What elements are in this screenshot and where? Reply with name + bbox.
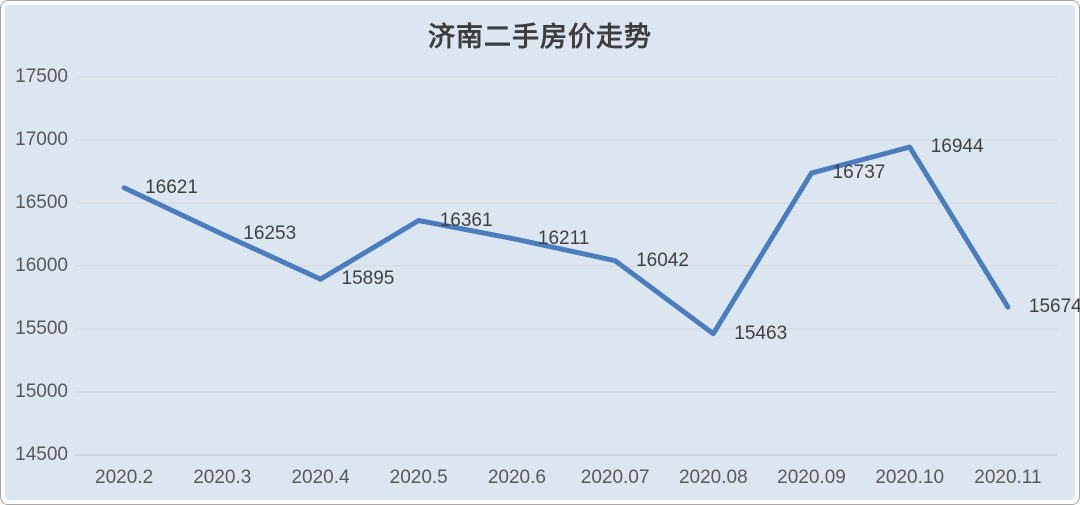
data-point-label: 15463 xyxy=(734,322,788,344)
x-tick-label: 2020.4 xyxy=(291,467,350,488)
x-tick-label: 2020.11 xyxy=(974,467,1042,488)
data-point-label: 16253 xyxy=(243,223,297,245)
data-point-label: 16737 xyxy=(832,162,886,184)
x-tick-label: 2020.07 xyxy=(580,467,650,488)
chart-title: 济南二手房价走势 xyxy=(428,22,652,53)
data-point-label: 16361 xyxy=(439,209,493,231)
data-point-label: 16944 xyxy=(930,136,984,158)
data-point-label: 15895 xyxy=(341,268,395,290)
y-tick-label: 14500 xyxy=(15,444,68,465)
y-tick-label: 15500 xyxy=(15,318,68,339)
y-tick-label: 15000 xyxy=(15,381,68,402)
y-tick-label: 16000 xyxy=(15,255,68,276)
data-point-label: 16211 xyxy=(537,228,590,250)
x-tick-label: 2020.6 xyxy=(487,467,546,488)
x-tick-label: 2020.2 xyxy=(95,467,154,488)
data-point-label: 16621 xyxy=(145,176,198,198)
x-tick-label: 2020.10 xyxy=(875,467,945,488)
plot-background xyxy=(5,5,1075,500)
x-tick-label: 2020.09 xyxy=(777,467,846,488)
y-tick-label: 17500 xyxy=(15,66,68,87)
x-tick-label: 2020.3 xyxy=(193,467,252,488)
y-tick-label: 16500 xyxy=(15,192,68,213)
x-tick-label: 2020.5 xyxy=(389,467,448,488)
data-point-label: 15674 xyxy=(1028,296,1080,318)
x-tick-label: 2020.08 xyxy=(678,467,748,488)
price-trend-line xyxy=(121,144,1011,337)
y-tick-label: 17000 xyxy=(15,129,68,150)
data-point-label: 16042 xyxy=(636,249,689,271)
